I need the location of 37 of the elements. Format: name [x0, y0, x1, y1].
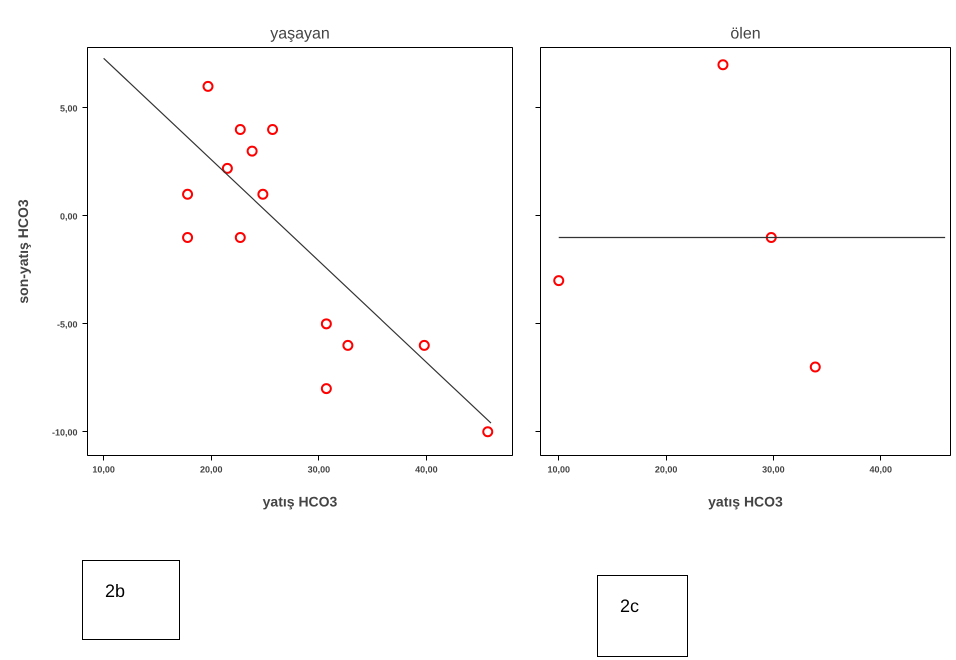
y-axis-title: son-yatış HCO3	[14, 199, 31, 304]
y-tick-label: 0,00	[60, 211, 78, 222]
x-tick-label: 30,00	[308, 464, 330, 474]
x-tick-label: 20,00	[654, 464, 678, 474]
x-tick-label: 10,00	[547, 464, 570, 474]
point	[320, 318, 332, 330]
x-tick-label: 40,00	[869, 464, 892, 474]
x-tick-label: 40,00	[415, 464, 438, 474]
y-tick-label: -5,00	[56, 319, 78, 330]
point	[234, 124, 246, 136]
point	[717, 59, 728, 70]
chart-title: yaşayan	[270, 26, 330, 42]
x-axis-title: yatış HCO3	[708, 494, 784, 510]
point	[257, 188, 268, 200]
point	[482, 426, 494, 438]
point	[766, 232, 777, 243]
point	[810, 362, 821, 372]
point	[182, 232, 194, 243]
point	[222, 162, 233, 174]
point	[202, 80, 214, 92]
y-tick-label: 5,00	[60, 103, 78, 114]
x-tick-label: 20,00	[200, 464, 223, 474]
point	[246, 146, 258, 157]
point	[320, 383, 332, 394]
x-tick-label: 10,00	[92, 464, 115, 474]
x-axis-title: yatış HCO3	[262, 494, 338, 510]
x-tick-label: 30,00	[762, 464, 785, 474]
text: 2c	[620, 595, 640, 618]
text: 2b	[105, 580, 126, 603]
y-tick-label: -10,00	[52, 427, 78, 438]
point	[234, 232, 246, 243]
point	[342, 340, 354, 351]
point	[553, 275, 564, 286]
point	[418, 340, 430, 351]
point	[267, 124, 278, 136]
chart-title: ölen	[730, 26, 761, 42]
point	[182, 188, 194, 200]
